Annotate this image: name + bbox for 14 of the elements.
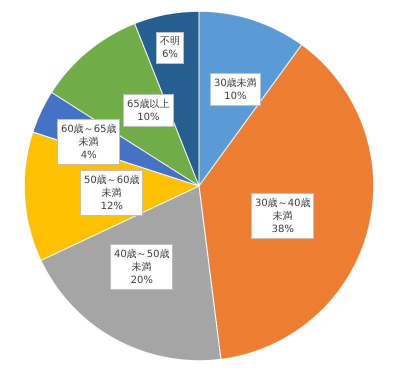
data-label: 10%: [224, 91, 246, 102]
data-label: 4%: [80, 150, 97, 161]
slice-label: 40歳～50歳未満: [114, 248, 170, 273]
data-label: 12%: [100, 201, 123, 212]
slice-label: 60歳～65歳未満: [61, 123, 116, 148]
slice-label: 65歳以上: [127, 98, 170, 110]
data-label: 10%: [137, 112, 160, 123]
slice-label: 30歳未満: [214, 77, 257, 89]
data-label: 20%: [130, 275, 153, 286]
slice-label: 30歳～40歳未満: [255, 197, 310, 222]
slice-label: 50歳～60歳未満: [84, 174, 140, 199]
data-label: 38%: [272, 224, 294, 235]
slice-label: 不明: [160, 36, 180, 47]
data-label: 6%: [162, 49, 178, 60]
